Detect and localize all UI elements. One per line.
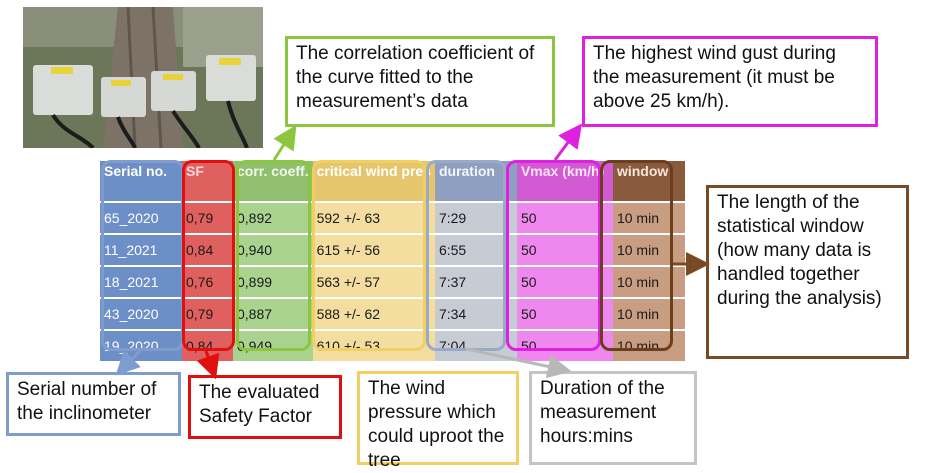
cell-critical-wind: 592 +/- 63 xyxy=(312,201,435,233)
cell-sf: 0,79 xyxy=(182,297,233,329)
cell-serial: 18_2021 xyxy=(100,265,182,297)
arrow-wind-gust xyxy=(553,123,583,161)
callout-wind-gust: The highest wind gust during the measure… xyxy=(582,36,878,127)
callout-correlation-text: The correlation coefficient of the curve… xyxy=(296,43,535,112)
callout-wind-pressure-text: The wind pressure which could uproot the… xyxy=(368,378,505,471)
cell-sf: 0,79 xyxy=(182,201,233,233)
cell-critical-wind: 588 +/- 62 xyxy=(312,297,435,329)
cell-serial: 43_2020 xyxy=(100,297,182,329)
cell-serial: 65_2020 xyxy=(100,201,182,233)
cell-critical-wind: 563 +/- 57 xyxy=(312,265,435,297)
cell-sf: 0,76 xyxy=(182,265,233,297)
cell-vmax: 50 xyxy=(516,265,613,297)
header-critical-wind: critical wind pres xyxy=(312,161,435,201)
cell-serial: 11_2021 xyxy=(100,233,182,265)
callout-safety-factor-text: The evaluated Safety Factor xyxy=(199,382,320,427)
arrow-safety-factor xyxy=(196,350,220,380)
cell-vmax: 50 xyxy=(516,297,613,329)
arrow-correlation xyxy=(272,124,297,161)
header-vmax: Vmax (km/h) xyxy=(516,161,613,201)
photo-illustration xyxy=(23,7,263,148)
header-serial: Serial no. xyxy=(100,161,182,201)
callout-duration-text: Duration of the measurement hours:mins xyxy=(540,378,665,447)
tree-inclinometer-photo xyxy=(23,7,263,148)
callout-safety-factor: The evaluated Safety Factor xyxy=(188,375,342,439)
table-row: 43_2020 0,79 0,887 588 +/- 62 7:34 50 10… xyxy=(100,297,685,329)
cell-critical-wind: 610 +/- 53 xyxy=(312,329,435,361)
cell-corr: 0,892 xyxy=(233,201,313,233)
table-header-row: Serial no. SF corr. coeff. critical wind… xyxy=(100,161,685,201)
callout-wind-gust-text: The highest wind gust during the measure… xyxy=(593,43,836,112)
cell-corr: 0,949 xyxy=(233,329,313,361)
cell-vmax: 50 xyxy=(516,201,613,233)
callout-wind-pressure: The wind pressure which could uproot the… xyxy=(357,371,519,471)
arrow-serial xyxy=(115,349,142,376)
cell-sf: 0,84 xyxy=(182,233,233,265)
arrow-duration xyxy=(465,347,572,379)
callout-window-text: The length of the statistical window (ho… xyxy=(717,192,882,309)
callout-serial: Serial number of the inclinometer xyxy=(6,372,181,436)
cell-vmax: 50 xyxy=(516,233,613,265)
cell-critical-wind: 615 +/- 56 xyxy=(312,233,435,265)
measurement-table: Serial no. SF corr. coeff. critical wind… xyxy=(100,161,685,361)
table-row: 65_2020 0,79 0,892 592 +/- 63 7:29 50 10… xyxy=(100,201,685,233)
callout-duration: Duration of the measurement hours:mins xyxy=(529,371,697,465)
cell-corr: 0,899 xyxy=(233,265,313,297)
header-sf: SF xyxy=(182,161,233,201)
header-corr: corr. coeff. xyxy=(233,161,313,201)
callout-correlation: The correlation coefficient of the curve… xyxy=(285,36,555,127)
callout-serial-text: Serial number of the inclinometer xyxy=(17,379,157,424)
table-row: 11_2021 0,84 0,940 615 +/- 56 6:55 50 10… xyxy=(100,233,685,265)
table-row: 18_2021 0,76 0,899 563 +/- 57 7:37 50 10… xyxy=(100,265,685,297)
cell-corr: 0,940 xyxy=(233,233,313,265)
cell-corr: 0,887 xyxy=(233,297,313,329)
